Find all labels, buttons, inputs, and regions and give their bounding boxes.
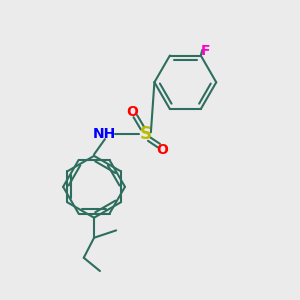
Text: O: O <box>126 105 138 119</box>
Text: S: S <box>140 125 152 143</box>
Text: O: O <box>156 143 168 157</box>
Text: NH: NH <box>93 127 116 141</box>
Text: F: F <box>200 44 210 58</box>
